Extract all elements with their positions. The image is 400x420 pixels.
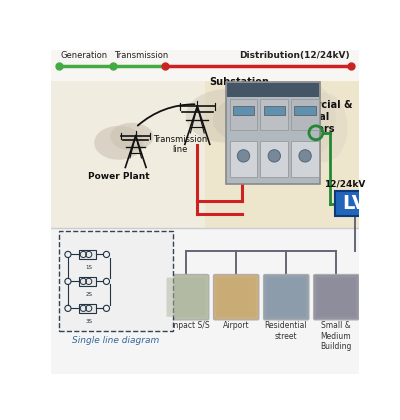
FancyBboxPatch shape [260,141,288,177]
FancyBboxPatch shape [291,99,319,130]
Bar [51,50,359,81]
FancyBboxPatch shape [164,275,209,320]
FancyBboxPatch shape [260,99,288,130]
FancyBboxPatch shape [335,191,375,216]
Bar [79,304,96,313]
Text: Compact S/S: Compact S/S [162,321,210,331]
Text: LV: LV [343,194,368,213]
Circle shape [237,150,250,162]
Text: 2S: 2S [85,292,92,297]
FancyBboxPatch shape [291,141,319,177]
Bar [79,250,96,259]
Text: 12/24kV: 12/24kV [324,180,366,189]
Text: 1S: 1S [85,265,92,270]
Text: Small &
Medium
Building: Small & Medium Building [320,321,352,351]
FancyBboxPatch shape [264,275,309,320]
FancyBboxPatch shape [214,275,259,320]
FancyBboxPatch shape [166,278,206,317]
Text: Transmission
line: Transmission line [153,135,208,155]
Text: Power Plant: Power Plant [88,172,150,181]
FancyBboxPatch shape [267,278,306,317]
Text: Distribution(12/24kV): Distribution(12/24kV) [239,51,350,60]
Text: Airport: Airport [222,321,249,331]
Bar [51,81,205,228]
Circle shape [268,150,280,162]
Bar [264,106,285,115]
FancyBboxPatch shape [216,278,256,317]
FancyBboxPatch shape [230,141,257,177]
Text: Residential
street: Residential street [264,321,307,341]
Bar [79,277,96,286]
Ellipse shape [110,123,154,150]
Ellipse shape [301,93,348,162]
Bar [205,81,359,228]
Circle shape [299,150,311,162]
Bar [51,228,359,374]
FancyBboxPatch shape [314,275,359,320]
Text: 3S: 3S [85,319,92,324]
Bar [294,106,316,115]
FancyBboxPatch shape [317,278,356,317]
Text: Transmission: Transmission [114,51,168,60]
Text: Generation: Generation [60,51,107,60]
Text: Substation: Substation [209,77,269,87]
Bar [233,106,254,115]
Text: Single line diagram: Single line diagram [72,336,159,345]
Ellipse shape [186,89,270,143]
FancyBboxPatch shape [230,99,257,130]
Ellipse shape [94,126,144,160]
Text: Commercial &
Industrial
Customers: Commercial & Industrial Customers [276,100,353,134]
FancyBboxPatch shape [226,82,320,184]
Bar [59,231,173,331]
Ellipse shape [274,81,336,158]
Ellipse shape [213,97,282,143]
Bar [226,83,319,97]
